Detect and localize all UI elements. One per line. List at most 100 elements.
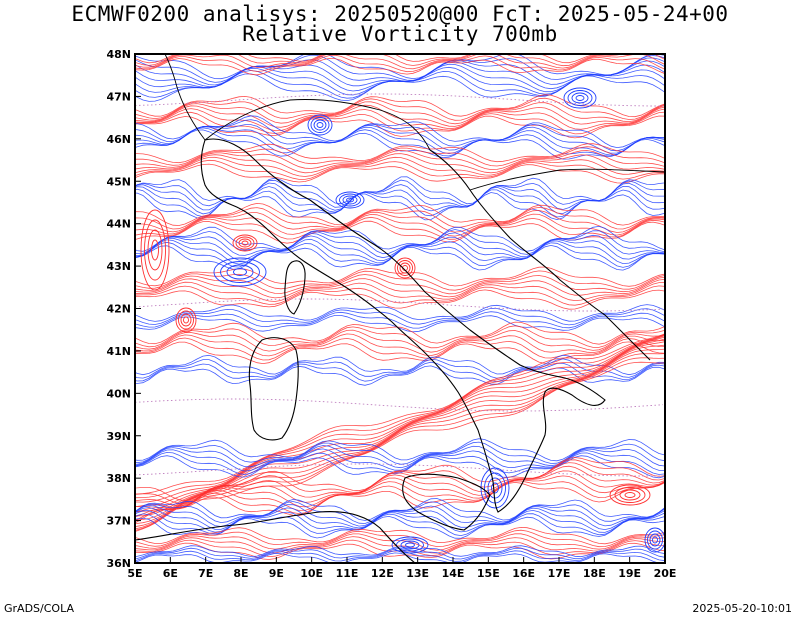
zero-contour: [135, 93, 663, 107]
lat-tick-label: 45N: [106, 175, 131, 188]
positive-vorticity-contour: [135, 156, 665, 177]
france-border: [164, 54, 206, 141]
positive-vorticity-contour: [135, 337, 665, 361]
negative-vorticity-eddy: [220, 261, 260, 283]
negative-vorticity-contour: [135, 73, 665, 102]
positive-vorticity-eddy: [178, 310, 194, 330]
positive-vorticity-contour: [135, 334, 665, 503]
positive-vorticity-contour: [135, 533, 665, 551]
footer-credit: GrADS/COLA: [4, 602, 74, 615]
negative-vorticity-eddy: [571, 92, 589, 104]
positive-vorticity-contour: [135, 115, 665, 139]
negative-vorticity-contour: [135, 438, 665, 462]
lat-tick-label: 47N: [106, 90, 131, 103]
positive-vorticity-contour: [135, 281, 665, 302]
positive-vorticity-contour: [135, 149, 665, 171]
negative-vorticity-contour: [135, 179, 665, 208]
positive-vorticity-eddy: [238, 238, 252, 248]
lat-tick-label: 43N: [106, 260, 131, 273]
positive-vorticity-contour: [135, 206, 665, 230]
negative-vorticity-eddy: [396, 538, 424, 552]
zero-contour: [135, 463, 663, 477]
positive-vorticity-contour: [135, 357, 665, 531]
lon-tick-label: 5E: [127, 567, 142, 580]
africa-coastline: [135, 511, 416, 563]
negative-vorticity-contour: [135, 119, 665, 152]
lon-tick-label: 19E: [618, 567, 641, 580]
negative-vorticity-contour: [135, 182, 665, 211]
lon-tick-label: 7E: [198, 567, 213, 580]
negative-vorticity-eddy: [647, 530, 663, 550]
negative-vorticity-contour: [135, 225, 665, 252]
negative-vorticity-contour: [135, 547, 665, 560]
negative-vorticity-eddy: [226, 264, 254, 280]
negative-vorticity-contour: [135, 354, 665, 376]
positive-vorticity-contour: [135, 216, 665, 240]
lat-tick-label: 44N: [106, 218, 131, 231]
lon-tick-label: 18E: [583, 567, 606, 580]
lat-tick-label: 40N: [106, 387, 131, 400]
negative-vorticity-eddy: [563, 87, 597, 109]
positive-vorticity-contour: [135, 101, 665, 125]
positive-vorticity-eddy: [394, 257, 416, 279]
negative-vorticity-eddy: [644, 527, 665, 553]
lon-tick-label: 9E: [269, 567, 284, 580]
zero-contour: [135, 398, 664, 412]
lon-tick-label: 11E: [336, 567, 359, 580]
negative-vorticity-eddy: [316, 122, 324, 128]
positive-vorticity-contour: [135, 202, 665, 226]
positive-vorticity-contour: [135, 348, 665, 527]
negative-vorticity-contour: [135, 501, 665, 524]
negative-vorticity-contour: [135, 232, 665, 259]
lon-tick-label: 17E: [548, 567, 571, 580]
negative-vorticity-eddy: [342, 195, 358, 205]
negative-vorticity-eddy: [649, 533, 661, 547]
negative-vorticity-contour: [135, 311, 665, 329]
positive-vorticity-contour: [135, 336, 665, 512]
balkan-border: [469, 168, 665, 191]
positive-vorticity-eddy: [619, 489, 641, 501]
positive-vorticity-contour: [135, 341, 665, 365]
negative-vorticity-contour: [135, 441, 665, 465]
latitude-axis: 36N 37N 38N 39N 40N 41N 42N 43N 44N 45N 46N 47N 48N: [106, 48, 141, 570]
positive-vorticity-eddy: [235, 236, 255, 250]
positive-vorticity-contour: [135, 57, 665, 76]
negative-vorticity-contour: [135, 192, 665, 221]
positive-vorticity-eddy: [399, 262, 411, 274]
positive-vorticity-contour: [135, 465, 665, 509]
negative-vorticity-eddy: [339, 193, 361, 207]
positive-vorticity-contour: [135, 146, 665, 167]
negative-vorticity-contour: [135, 229, 665, 255]
positive-vorticity-contour: [135, 333, 665, 495]
positive-vorticity-contour: [135, 333, 665, 499]
positive-vorticity-contour: [135, 289, 665, 310]
positive-vorticity-eddy: [624, 492, 636, 498]
positive-vorticity-eddy: [232, 234, 258, 252]
negative-vorticity-contour: [135, 57, 665, 86]
negative-vorticity-contour: [135, 507, 665, 531]
lon-tick-label: 12E: [371, 567, 394, 580]
positive-vorticity-contour: [135, 341, 665, 521]
corsica-coastline: [284, 260, 306, 315]
negative-vorticity-eddy: [575, 95, 585, 101]
lon-tick-label: 13E: [406, 567, 429, 580]
positive-vorticity-eddy: [397, 260, 413, 276]
sicily-coastline: [402, 473, 491, 531]
positive-vorticity-contour: [135, 104, 665, 128]
positive-vorticity-contour: [135, 536, 665, 554]
coastlines: [135, 54, 665, 563]
negative-vorticity-eddy: [213, 257, 267, 287]
lat-tick-label: 46N: [106, 133, 131, 146]
title-line-2: Relative Vorticity 700mb: [242, 22, 558, 46]
positive-vorticity-contour: [135, 266, 665, 287]
positive-vorticity-eddy: [147, 229, 163, 271]
lat-tick-label: 41N: [106, 345, 131, 358]
sardinia-coastline: [248, 337, 299, 441]
positive-vorticity-eddy: [140, 209, 170, 291]
positive-vorticity-contour: [135, 163, 665, 184]
balkan-coastline: [429, 149, 651, 361]
positive-vorticity-contour: [135, 270, 665, 291]
positive-vorticity-eddy: [609, 484, 651, 506]
negative-vorticity-eddy: [567, 90, 593, 106]
negative-vorticity-contour: [135, 358, 665, 379]
